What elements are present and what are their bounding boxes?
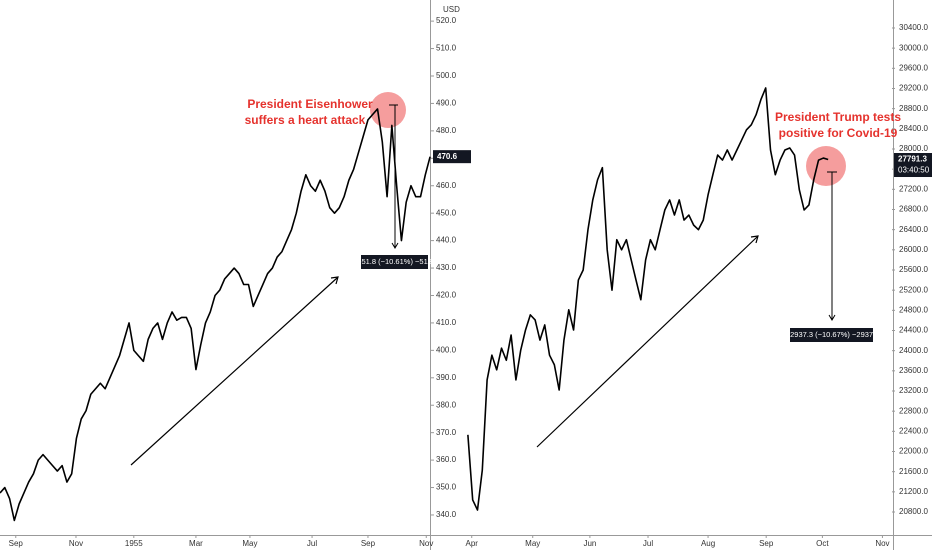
x-tick-label: May bbox=[525, 539, 540, 548]
y-tick-label: 510.0 bbox=[436, 44, 457, 53]
y-tick-label: 26000.0 bbox=[899, 245, 928, 254]
y-tick-label: 25200.0 bbox=[899, 285, 928, 294]
y-tick-label: 480.0 bbox=[436, 126, 457, 135]
y-tick-label: 410.0 bbox=[436, 318, 457, 327]
x-tick-label: Aug bbox=[701, 539, 715, 548]
x-tick-label: Mar bbox=[189, 539, 203, 548]
x-tick-label: Jul bbox=[307, 539, 317, 548]
y-tick-label: 430.0 bbox=[436, 263, 457, 272]
y-tick-label: 360.0 bbox=[436, 455, 457, 464]
trend-arrow bbox=[536, 236, 758, 448]
price-line bbox=[467, 87, 829, 511]
highlight-circle bbox=[370, 92, 406, 128]
y-tick-label: 370.0 bbox=[436, 428, 457, 437]
highlight-circle bbox=[806, 146, 846, 186]
y-tick-label: 28000.0 bbox=[899, 144, 928, 153]
y-tick-label: 490.0 bbox=[436, 99, 457, 108]
x-tick-label: Oct bbox=[816, 539, 829, 548]
y-tick-label: 22000.0 bbox=[899, 447, 928, 456]
y-tick-label: 420.0 bbox=[436, 291, 457, 300]
y-tick-label: 29600.0 bbox=[899, 63, 928, 72]
x-tick-label: Sep bbox=[361, 539, 376, 548]
y-tick-label: 390.0 bbox=[436, 373, 457, 382]
annotation: suffers a heart attack bbox=[245, 113, 366, 127]
x-tick-label: Nov bbox=[69, 539, 83, 548]
trend-arrow bbox=[130, 277, 338, 466]
measure-label: −51.8 (−10.61%) −518 bbox=[357, 257, 432, 266]
y-tick-label: 21200.0 bbox=[899, 487, 928, 496]
countdown-label: 03:40:50 bbox=[898, 166, 930, 175]
measure-label: −2937.3 (−10.67%) −29373 bbox=[786, 330, 878, 339]
y-tick-label: 26800.0 bbox=[899, 205, 928, 214]
y-tick-label: 28800.0 bbox=[899, 104, 928, 113]
y-tick-label: 26400.0 bbox=[899, 225, 928, 234]
arrow-head bbox=[828, 314, 836, 321]
y-tick-label: 380.0 bbox=[436, 400, 457, 409]
x-tick-label: Jun bbox=[583, 539, 596, 548]
price-line bbox=[0, 108, 431, 522]
annotation: President Eisenhower bbox=[247, 97, 373, 111]
x-tick-label: Sep bbox=[9, 539, 24, 548]
y-tick-label: 25600.0 bbox=[899, 265, 928, 274]
y-tick-label: 23200.0 bbox=[899, 386, 928, 395]
y-tick-label: 500.0 bbox=[436, 71, 457, 80]
y-tick-label: 22800.0 bbox=[899, 406, 928, 415]
measure-box bbox=[361, 255, 428, 269]
x-tick-label: Apr bbox=[465, 539, 478, 548]
y-tick-label: 440.0 bbox=[436, 236, 457, 245]
measure-box bbox=[790, 328, 873, 342]
arrow-head bbox=[330, 276, 339, 285]
last-price-label: 470.6 bbox=[437, 152, 458, 161]
x-tick-label: May bbox=[242, 539, 257, 548]
annotation: positive for Covid-19 bbox=[779, 126, 898, 140]
y-tick-label: 28400.0 bbox=[899, 124, 928, 133]
y-tick-label: 30400.0 bbox=[899, 23, 928, 32]
y-tick-label: 21600.0 bbox=[899, 467, 928, 476]
y-tick-label: 22400.0 bbox=[899, 426, 928, 435]
y-tick-label: 24400.0 bbox=[899, 326, 928, 335]
y-tick-label: 450.0 bbox=[436, 208, 457, 217]
y-tick-label: 20800.0 bbox=[899, 507, 928, 516]
currency-label: USD bbox=[443, 5, 460, 14]
y-tick-label: 350.0 bbox=[436, 483, 457, 492]
arrow-head bbox=[391, 242, 399, 249]
x-tick-label: Jul bbox=[643, 539, 653, 548]
last-price-badge bbox=[433, 150, 471, 164]
y-tick-label: 30000.0 bbox=[899, 43, 928, 52]
y-tick-label: 340.0 bbox=[436, 510, 457, 519]
last-price-badge bbox=[894, 153, 932, 178]
annotation: President Trump tests bbox=[775, 110, 901, 124]
x-tick-label: Nov bbox=[875, 539, 889, 548]
x-tick-label: 1955 bbox=[125, 539, 143, 548]
y-tick-label: 24000.0 bbox=[899, 346, 928, 355]
y-tick-label: 23600.0 bbox=[899, 366, 928, 375]
x-tick-label: Sep bbox=[759, 539, 774, 548]
y-tick-label: 400.0 bbox=[436, 345, 457, 354]
last-price-label: 27791.3 bbox=[898, 155, 927, 164]
y-tick-label: 24800.0 bbox=[899, 305, 928, 314]
arrow-head bbox=[750, 235, 759, 244]
x-tick-label: Nov bbox=[419, 539, 433, 548]
y-tick-label: 520.0 bbox=[436, 16, 457, 25]
y-tick-label: 29200.0 bbox=[899, 84, 928, 93]
y-tick-label: 27200.0 bbox=[899, 184, 928, 193]
y-tick-label: 460.0 bbox=[436, 181, 457, 190]
